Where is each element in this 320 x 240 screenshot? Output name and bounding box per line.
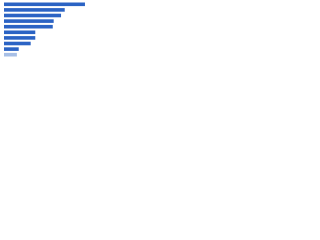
bar <box>4 19 54 23</box>
bar <box>4 52 17 57</box>
bar <box>4 2 85 7</box>
bar <box>4 41 31 46</box>
bar <box>4 8 65 12</box>
bar <box>4 30 36 35</box>
bar <box>4 13 62 18</box>
chart <box>4 2 85 57</box>
bar <box>4 24 53 29</box>
bar <box>4 36 36 40</box>
bar <box>4 47 19 51</box>
